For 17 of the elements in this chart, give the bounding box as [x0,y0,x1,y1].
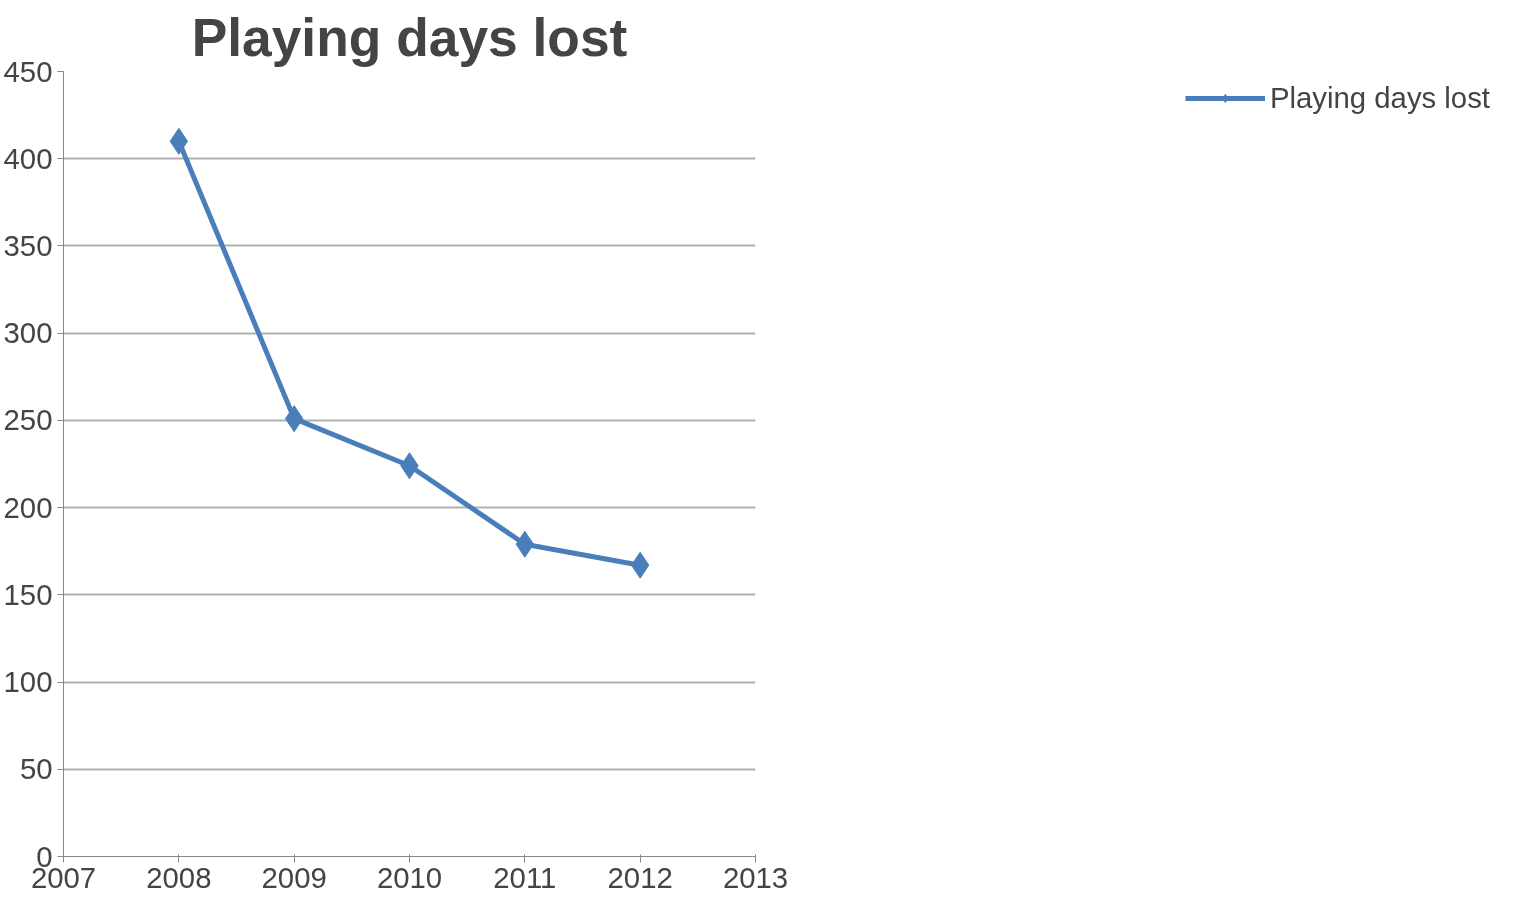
x-tick-label: 2009 [261,860,327,894]
y-tick-label: 300 [3,316,53,350]
y-tick-label: 450 [3,54,53,88]
y-tick-label: 150 [3,577,53,611]
y-tick-label: 250 [3,403,53,437]
legend-label: Playing days lost [1269,81,1490,115]
x-tick-label: 2013 [722,860,789,894]
x-tick-label: 2012 [607,860,673,894]
y-tick-label: 200 [3,490,53,524]
y-tick-label: 400 [3,141,53,175]
y-tick-label: 100 [3,665,53,699]
y-tick-label: 50 [19,752,53,786]
x-tick-label: 2008 [146,860,212,894]
x-tick-label: 2010 [376,860,443,894]
x-tick-label: 2011 [493,860,557,894]
chart-title: Playing days lost [191,7,628,67]
y-tick-label: 350 [3,228,53,262]
